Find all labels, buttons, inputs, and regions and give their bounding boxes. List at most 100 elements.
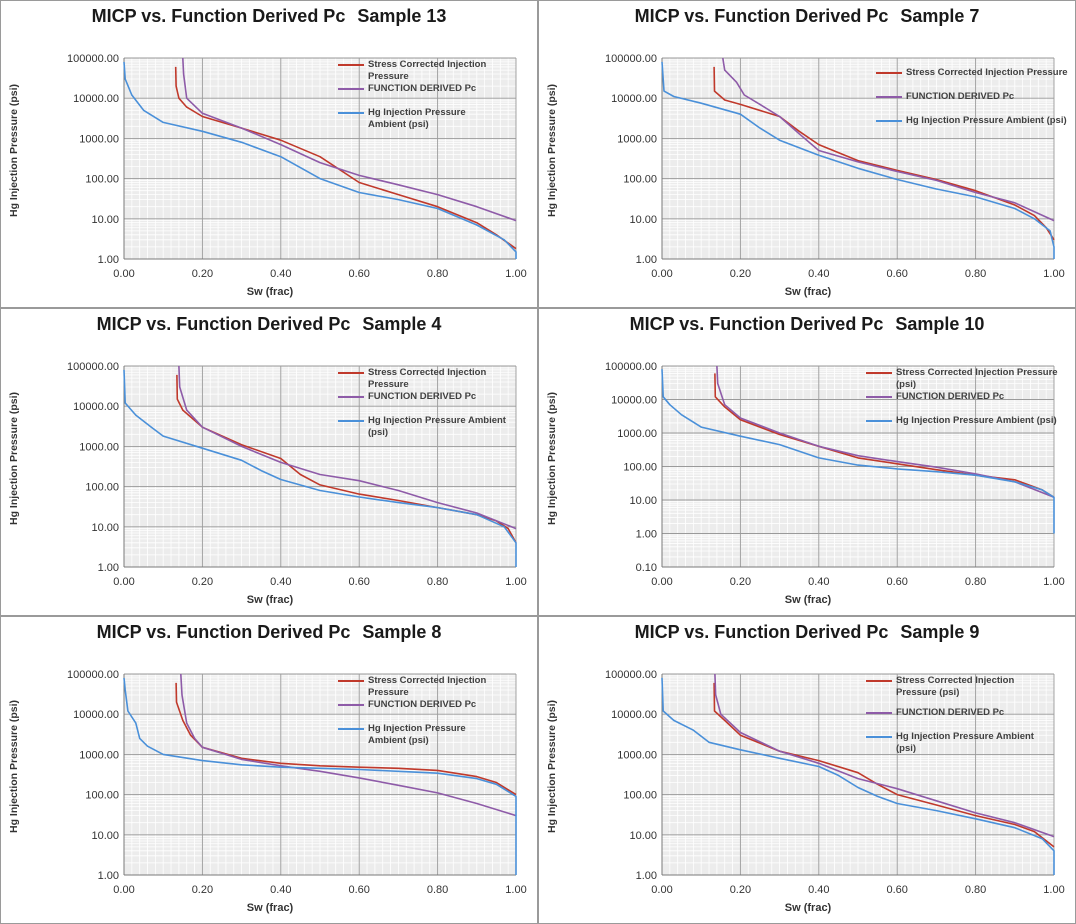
series-line [175,682,517,796]
chart-title: MICP vs. Function Derived Pc Sample 7 [539,6,1075,27]
legend-label: Stress Corrected Injection [368,59,487,70]
legend-swatch [866,680,892,682]
legend-swatch [338,64,364,66]
x-tick-label: 0.00 [651,268,672,280]
legend-label: Ambient (psi) [368,735,429,746]
y-tick-label: 10000.00 [611,395,657,407]
legend-label: FUNCTION DERIVED Pc [896,707,1005,718]
y-tick-label: 10000.00 [73,93,119,105]
x-tick-label: 0.00 [113,576,134,588]
y-tick-label: 0.10 [636,562,657,574]
y-tick-label: 100000.00 [67,53,119,65]
chart-sample-label: Sample 4 [362,314,442,334]
legend-swatch [866,736,892,738]
legend-label: Hg Injection Pressure Ambient (psi) [906,115,1067,126]
x-tick-label: 0.40 [270,268,291,280]
x-tick-label: 0.80 [427,576,448,588]
x-tick-label: 0.60 [348,576,369,588]
y-tick-label: 100.00 [623,174,657,186]
x-tick-label: 0.60 [348,884,369,896]
chart-title-text: MICP vs. Function Derived Pc [634,6,889,26]
chart-title-text: MICP vs. Function Derived Pc [96,622,351,642]
x-tick-label: 1.00 [1043,884,1064,896]
y-tick-label: 1.00 [636,870,657,882]
x-tick-label: 0.60 [886,268,907,280]
x-tick-label: 0.40 [808,268,829,280]
legend-label: Stress Corrected Injection [896,675,1015,686]
legend-swatch [866,712,892,714]
chart-panel: MICP vs. Function Derived Pc Sample 4 Hg I… [0,308,538,616]
legend-label: Hg Injection Pressure [368,723,466,734]
legend-swatch [876,120,902,122]
y-tick-label: 100.00 [85,174,119,186]
legend-swatch [338,112,364,114]
x-tick-label: 0.40 [270,884,291,896]
chart-title: MICP vs. Function Derived Pc Sample 13 [1,6,537,27]
chart-sample-label: Sample 13 [357,6,447,26]
y-tick-label: 10.00 [629,495,657,507]
series-line [174,66,517,250]
x-tick-label: 0.60 [886,884,907,896]
legend-label: Hg Injection Pressure Ambient (psi) [896,415,1057,426]
legend-label: Stress Corrected Injection Pressure [896,367,1058,378]
chart-sample-label: Sample 7 [900,6,980,26]
legend-label: Pressure [368,71,409,82]
y-tick-label: 10000.00 [73,709,119,721]
legend-label: Stress Corrected Injection [368,367,487,378]
chart-title-text: MICP vs. Function Derived Pc [629,314,884,334]
legend-label: FUNCTION DERIVED Pc [906,91,1015,102]
x-tick-label: 0.80 [427,268,448,280]
x-tick-label: 0.80 [965,884,986,896]
legend-swatch [866,396,892,398]
x-tick-label: 1.00 [1043,268,1064,280]
y-tick-label: 100000.00 [605,361,657,373]
series-line [178,365,517,530]
legend-label: Ambient (psi) [368,119,429,130]
legend-label: (psi) [896,379,917,390]
y-tick-label: 10.00 [629,830,657,842]
legend-swatch [338,704,364,706]
series-line [180,673,517,817]
legend-label: (psi) [368,427,389,438]
series-line [713,682,1055,848]
legend-swatch [876,72,902,74]
chart-svg: 0.00 0.20 0.40 0.60 0.80 1.00 1.00 10.00 100.00 1… [605,53,1065,280]
y-tick-label: 100000.00 [605,53,657,65]
x-tick-label: 0.40 [808,576,829,588]
x-tick-label: 0.20 [730,576,751,588]
x-tick-label: 1.00 [505,884,526,896]
y-tick-label: 1000.00 [617,428,657,440]
legend-label: (psi) [896,743,917,754]
y-tick-label: 10000.00 [611,709,657,721]
y-tick-label: 1000.00 [79,133,119,145]
legend-label: FUNCTION DERIVED Pc [368,391,477,402]
chart-sample-label: Sample 8 [362,622,442,642]
chart-panel: MICP vs. Function Derived Pc Sample 8 Hg I… [0,616,538,924]
x-tick-label: 0.00 [651,884,672,896]
legend-label: Stress Corrected Injection Pressure [906,67,1068,78]
chart-title: MICP vs. Function Derived Pc Sample 10 [539,314,1075,335]
chart-title-text: MICP vs. Function Derived Pc [634,622,889,642]
y-tick-label: 10.00 [91,214,119,226]
y-tick-label: 10000.00 [73,401,119,413]
series-line [716,365,1055,499]
y-tick-label: 1.00 [636,254,657,266]
legend-swatch [338,88,364,90]
chart-sample-label: Sample 10 [895,314,985,334]
series-line [713,66,1055,241]
series-line [714,373,1055,498]
chart-title: MICP vs. Function Derived Pc Sample 4 [1,314,537,335]
y-tick-label: 100.00 [85,790,119,802]
legend-swatch [876,96,902,98]
chart-svg: 0.00 0.20 0.40 0.60 0.80 1.00 1.00 10.00 100.00 1… [67,361,527,588]
legend-label: Stress Corrected Injection [368,675,487,686]
x-tick-label: 0.80 [427,884,448,896]
legend-label: Pressure [368,687,409,698]
chart-panel: MICP vs. Function Derived Pc Sample 9 Hg I… [538,616,1076,924]
x-axis-label: Sw (frac) [784,286,832,298]
x-tick-label: 0.20 [192,884,213,896]
x-tick-label: 0.60 [886,576,907,588]
series-line [123,369,517,567]
x-tick-label: 1.00 [505,576,526,588]
